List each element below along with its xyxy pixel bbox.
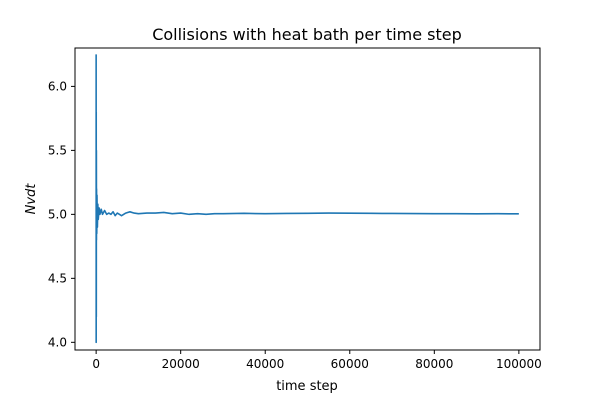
y-tick-label: 4.0 — [48, 335, 67, 349]
x-axis: 0 20000 40000 60000 80000 100000 — [92, 350, 542, 371]
x-tick-label: 0 — [92, 357, 100, 371]
y-tick-label: 5.0 — [48, 207, 67, 221]
x-tick-label: 60000 — [331, 357, 369, 371]
series-line — [95, 54, 519, 344]
x-tick-label: 100000 — [496, 357, 542, 371]
y-tick-label: 6.0 — [48, 79, 67, 93]
chart-title: Collisions with heat bath per time step — [152, 25, 462, 44]
y-tick-label: 5.5 — [48, 143, 67, 157]
y-axis-label: Nvdt — [24, 183, 39, 215]
y-tick-label: 4.5 — [48, 271, 67, 285]
y-axis: 4.0 4.5 5.0 5.5 6.0 — [48, 79, 75, 349]
x-tick-label: 40000 — [246, 357, 284, 371]
x-axis-label: time step — [276, 379, 338, 394]
plot-frame — [74, 47, 541, 351]
x-tick-label: 20000 — [162, 357, 200, 371]
x-tick-label: 80000 — [415, 357, 453, 371]
plot-area — [74, 47, 541, 351]
